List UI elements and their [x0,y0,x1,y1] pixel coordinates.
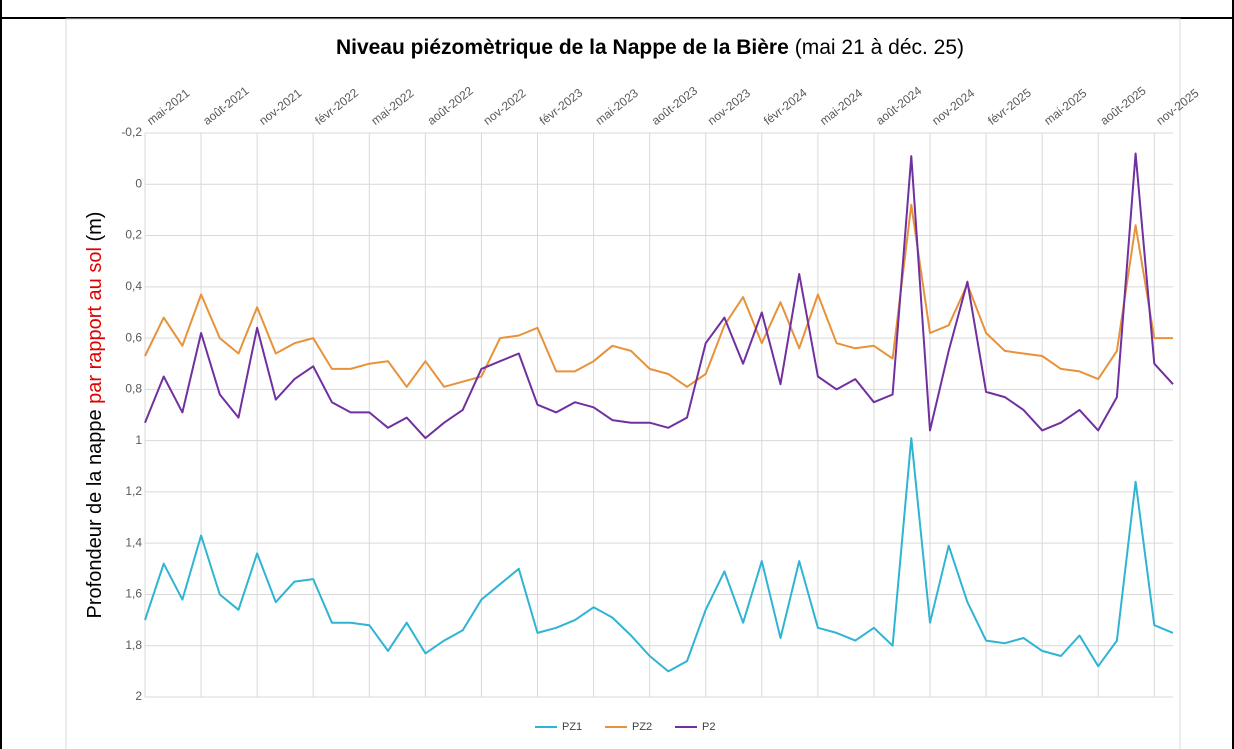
legend-label: PZ1 [562,721,582,733]
y-tick-label: 0 [135,176,142,190]
page: Niveau piézomètrique de la Nappe de la B… [0,0,1234,749]
y-axis-title: Profondeur de la nappe par rapport au so… [84,212,106,619]
y-label-unit: (m) [84,212,106,248]
y-tick-label: 1,8 [125,638,142,652]
legend-label: P2 [702,721,715,733]
chart-frame [66,19,1180,749]
y-tick-label: 0,6 [125,330,142,344]
y-tick-label: 1,6 [125,587,142,601]
y-label-highlight: par rapport au sol [84,247,106,404]
y-tick-label: 0,4 [125,279,142,293]
y-tick-label: -0,2 [121,125,142,139]
y-tick-label: 2 [135,689,142,703]
y-tick-label: 0,8 [125,382,142,396]
y-tick-label: 1,2 [125,484,142,498]
legend-label: PZ2 [632,721,652,733]
y-tick-label: 0,2 [125,228,142,242]
title-main: Niveau piézomètrique de la Nappe de la B… [336,36,789,59]
y-tick-label: 1 [135,433,142,447]
chart-title: Niveau piézomètrique de la Nappe de la B… [336,36,964,59]
y-tick-label: 1,4 [125,535,142,549]
title-subtitle: (mai 21 à déc. 25) [795,36,964,59]
y-label: Profondeur de la nappe [84,404,106,619]
